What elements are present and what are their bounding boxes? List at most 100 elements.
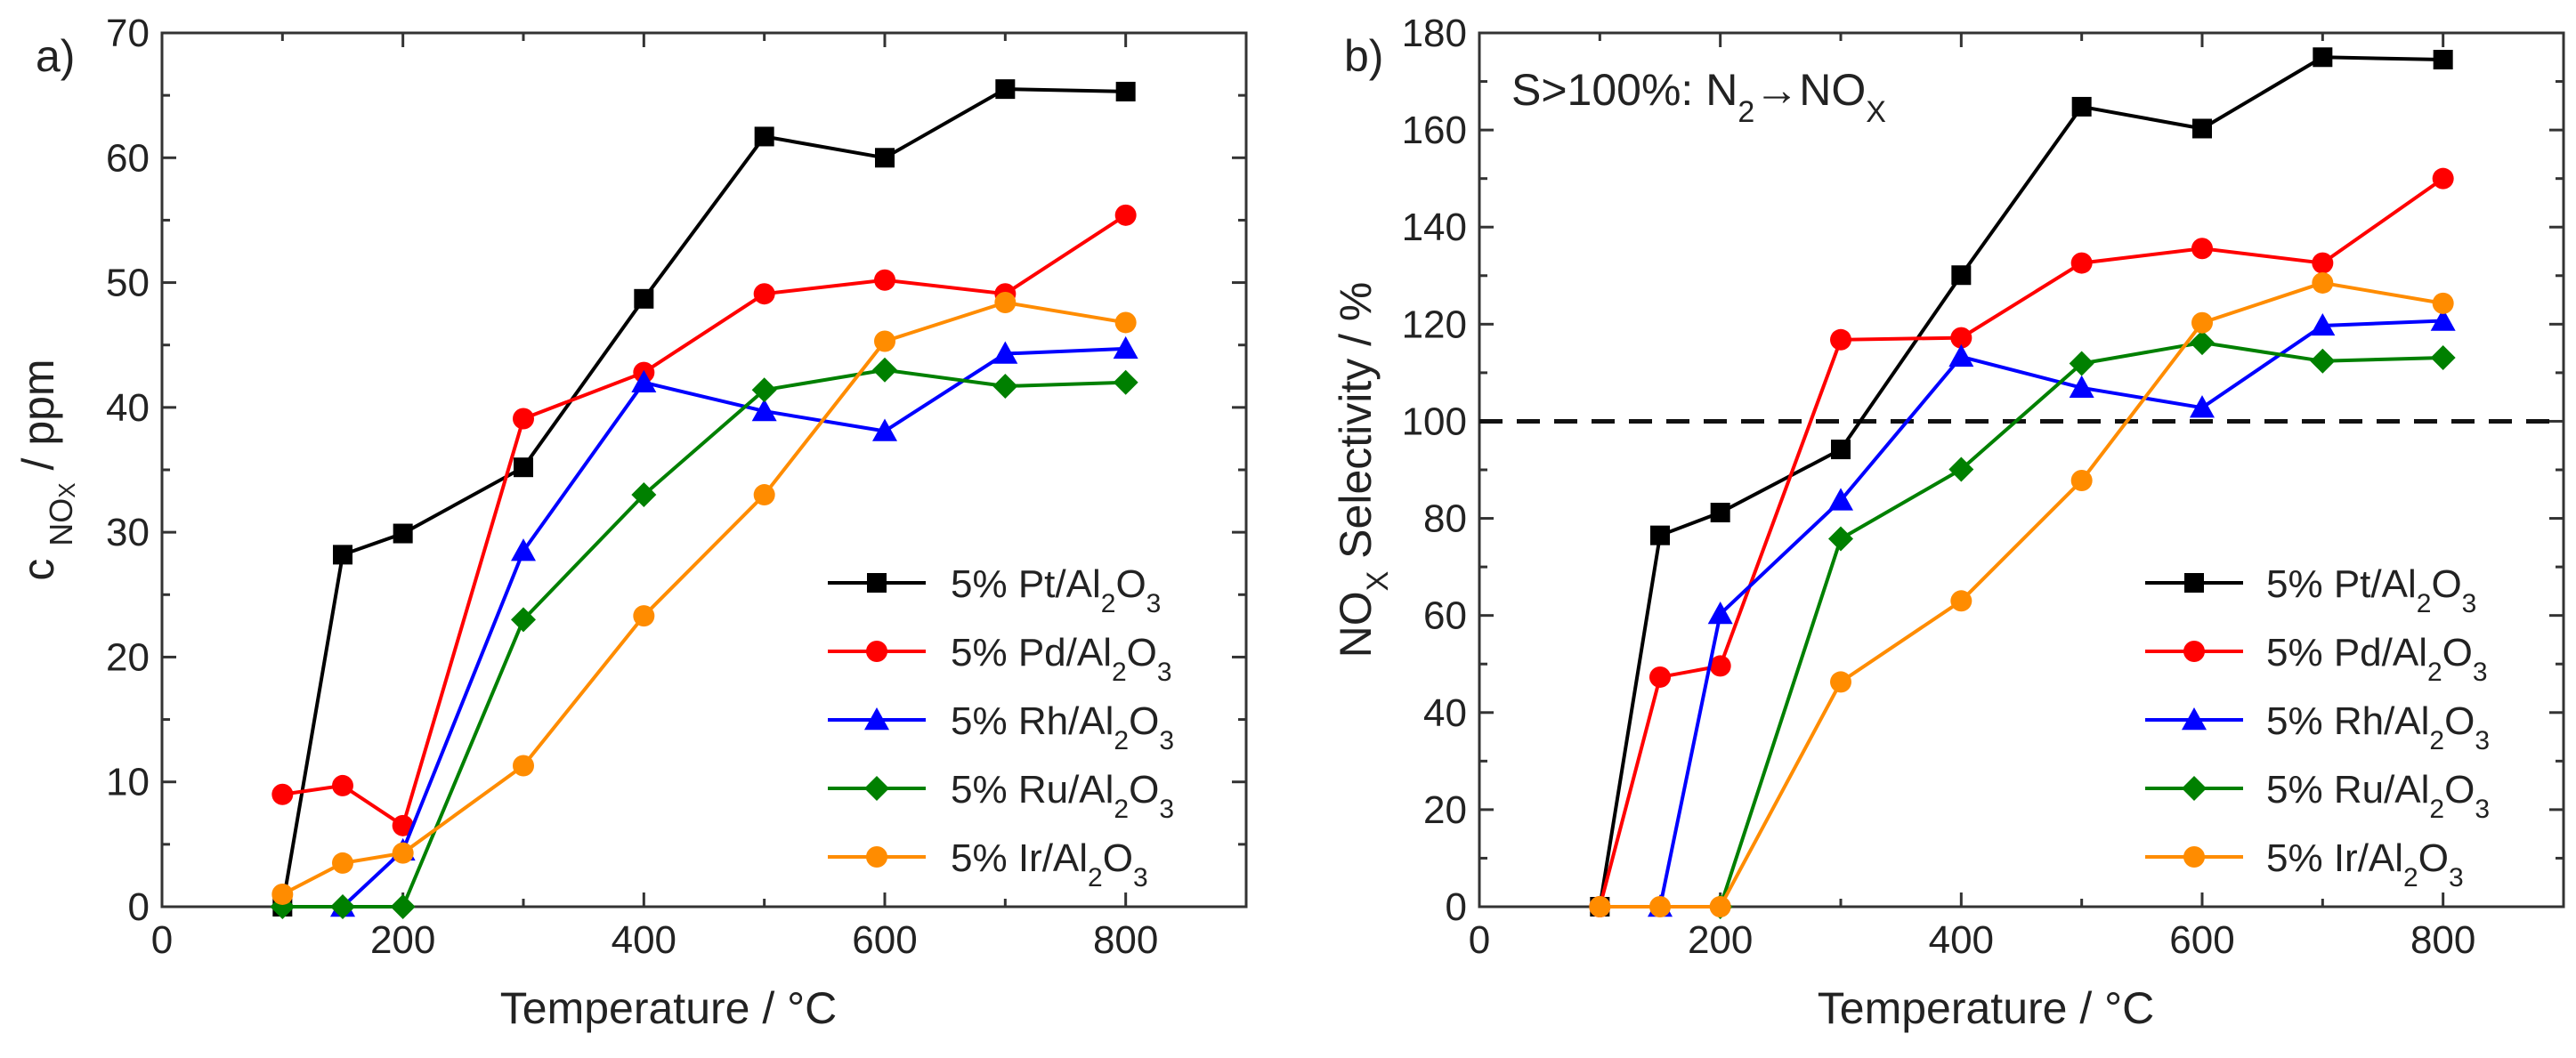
data-point: [2190, 395, 2215, 418]
y-axis-title: c NOX / ppm: [13, 359, 80, 580]
x-tick-label: 600: [852, 918, 917, 962]
data-point: [330, 894, 355, 919]
data-point: [2310, 348, 2336, 374]
legend-label: 5% Ir/Al2O3: [951, 836, 1148, 892]
y-tick-label: 0: [128, 885, 150, 929]
y-tick-label: 50: [106, 262, 150, 305]
y-tick-label: 120: [1402, 303, 1467, 346]
legend: 5% Pt/Al2O3 5% Pd/Al2O3 5% Rh/Al2O3 5% Ru/A…: [2145, 562, 2490, 892]
data-point: [994, 292, 1017, 314]
data-point: [1951, 265, 1972, 286]
legend-marker: [2182, 707, 2207, 731]
data-point: [634, 288, 654, 309]
data-point: [2432, 292, 2454, 314]
data-point: [992, 341, 1018, 364]
data-point: [2191, 311, 2213, 334]
y-tick-label: 30: [106, 511, 150, 554]
panel-label: b): [1344, 31, 1383, 81]
data-point: [992, 374, 1018, 400]
series-3: [1648, 308, 2456, 917]
data-point: [1114, 204, 1137, 226]
data-point: [2071, 96, 2092, 117]
data-point: [1709, 896, 1731, 917]
data-point: [1830, 328, 1851, 351]
x-tick-label: 200: [1688, 918, 1753, 962]
series-4: [270, 357, 1138, 919]
data-point: [1650, 525, 1670, 545]
data-point: [2433, 50, 2453, 70]
data-point: [2191, 238, 2213, 260]
x-tick-label: 800: [1093, 918, 1158, 962]
x-axis-title: Temperature / °C: [1818, 983, 2154, 1033]
data-point: [2310, 312, 2336, 336]
data-point: [633, 605, 655, 627]
data-point: [631, 482, 657, 508]
data-point: [390, 894, 416, 919]
chart-panel-a: 0 200 400 600 800 0 10 20 30 40 50 60 70 a) Temperatur…: [13, 12, 1248, 1033]
data-point: [631, 369, 657, 392]
legend-label: 5% Ru/Al2O3: [951, 768, 1174, 824]
data-point: [1830, 671, 1851, 693]
data-point: [333, 545, 352, 565]
y-tick-label: 60: [106, 136, 150, 180]
data-point: [332, 774, 353, 796]
series-5: [271, 292, 1137, 905]
data-point: [1828, 526, 1853, 552]
data-point: [1710, 503, 1730, 523]
y-axis-title: NOX Selectivity / %: [1331, 282, 1395, 658]
data-point: [1649, 666, 1671, 688]
y-tick-label: 160: [1402, 109, 1467, 152]
data-point: [751, 377, 777, 403]
data-point: [753, 484, 775, 506]
data-point: [511, 538, 536, 561]
chart-panel-b: 0 200 400 600 800 0 20 40 60 80 100 120 140 160 180 b) T…: [1331, 12, 2565, 1033]
y-tick-label: 0: [1446, 885, 1467, 929]
data-point: [1831, 440, 1851, 460]
data-point: [392, 814, 414, 836]
data-point: [2070, 252, 2093, 274]
data-point: [1950, 590, 1973, 612]
data-point: [1115, 81, 1136, 101]
x-tick-label: 0: [151, 918, 173, 962]
y-tick-label: 20: [1423, 788, 1467, 832]
series-line: [1658, 319, 2443, 908]
data-point: [874, 330, 895, 352]
data-point: [2312, 271, 2334, 294]
data-point: [995, 79, 1016, 100]
data-point: [392, 842, 414, 864]
data-point: [872, 418, 897, 441]
data-point: [1707, 602, 1733, 625]
legend-marker: [2183, 846, 2205, 868]
legend-label: 5% Pt/Al2O3: [951, 562, 1161, 618]
y-tick-label: 140: [1402, 206, 1467, 249]
data-point: [1948, 343, 1974, 367]
data-point: [1114, 311, 1137, 334]
data-point: [332, 852, 353, 874]
data-point: [271, 883, 294, 905]
x-tick-label: 800: [2410, 918, 2475, 962]
legend-marker: [864, 707, 889, 731]
data-point: [1709, 655, 1731, 677]
series-line: [341, 346, 1126, 909]
data-point: [513, 408, 534, 430]
legend-marker: [2183, 641, 2205, 662]
data-point: [1950, 327, 1973, 349]
y-tick-label: 20: [106, 635, 150, 679]
series-4: [1707, 330, 2456, 919]
data-point: [393, 523, 413, 544]
series-line: [1718, 341, 2443, 908]
data-point: [2069, 375, 2094, 399]
y-tick-label: 100: [1402, 400, 1467, 443]
data-point: [2070, 470, 2093, 492]
y-tick-label: 80: [1423, 497, 1467, 541]
data-point: [2430, 308, 2456, 331]
x-tick-label: 600: [2169, 918, 2234, 962]
legend: 5% Pt/Al2O3 5% Pd/Al2O3 5% Rh/Al2O3 5% Ru/A…: [828, 562, 1174, 892]
legend-marker: [2182, 776, 2207, 801]
legend-marker: [867, 573, 887, 593]
data-point: [511, 607, 536, 633]
data-point: [2190, 330, 2215, 356]
y-tick-label: 10: [106, 761, 150, 804]
legend-label: 5% Ir/Al2O3: [2266, 836, 2464, 892]
